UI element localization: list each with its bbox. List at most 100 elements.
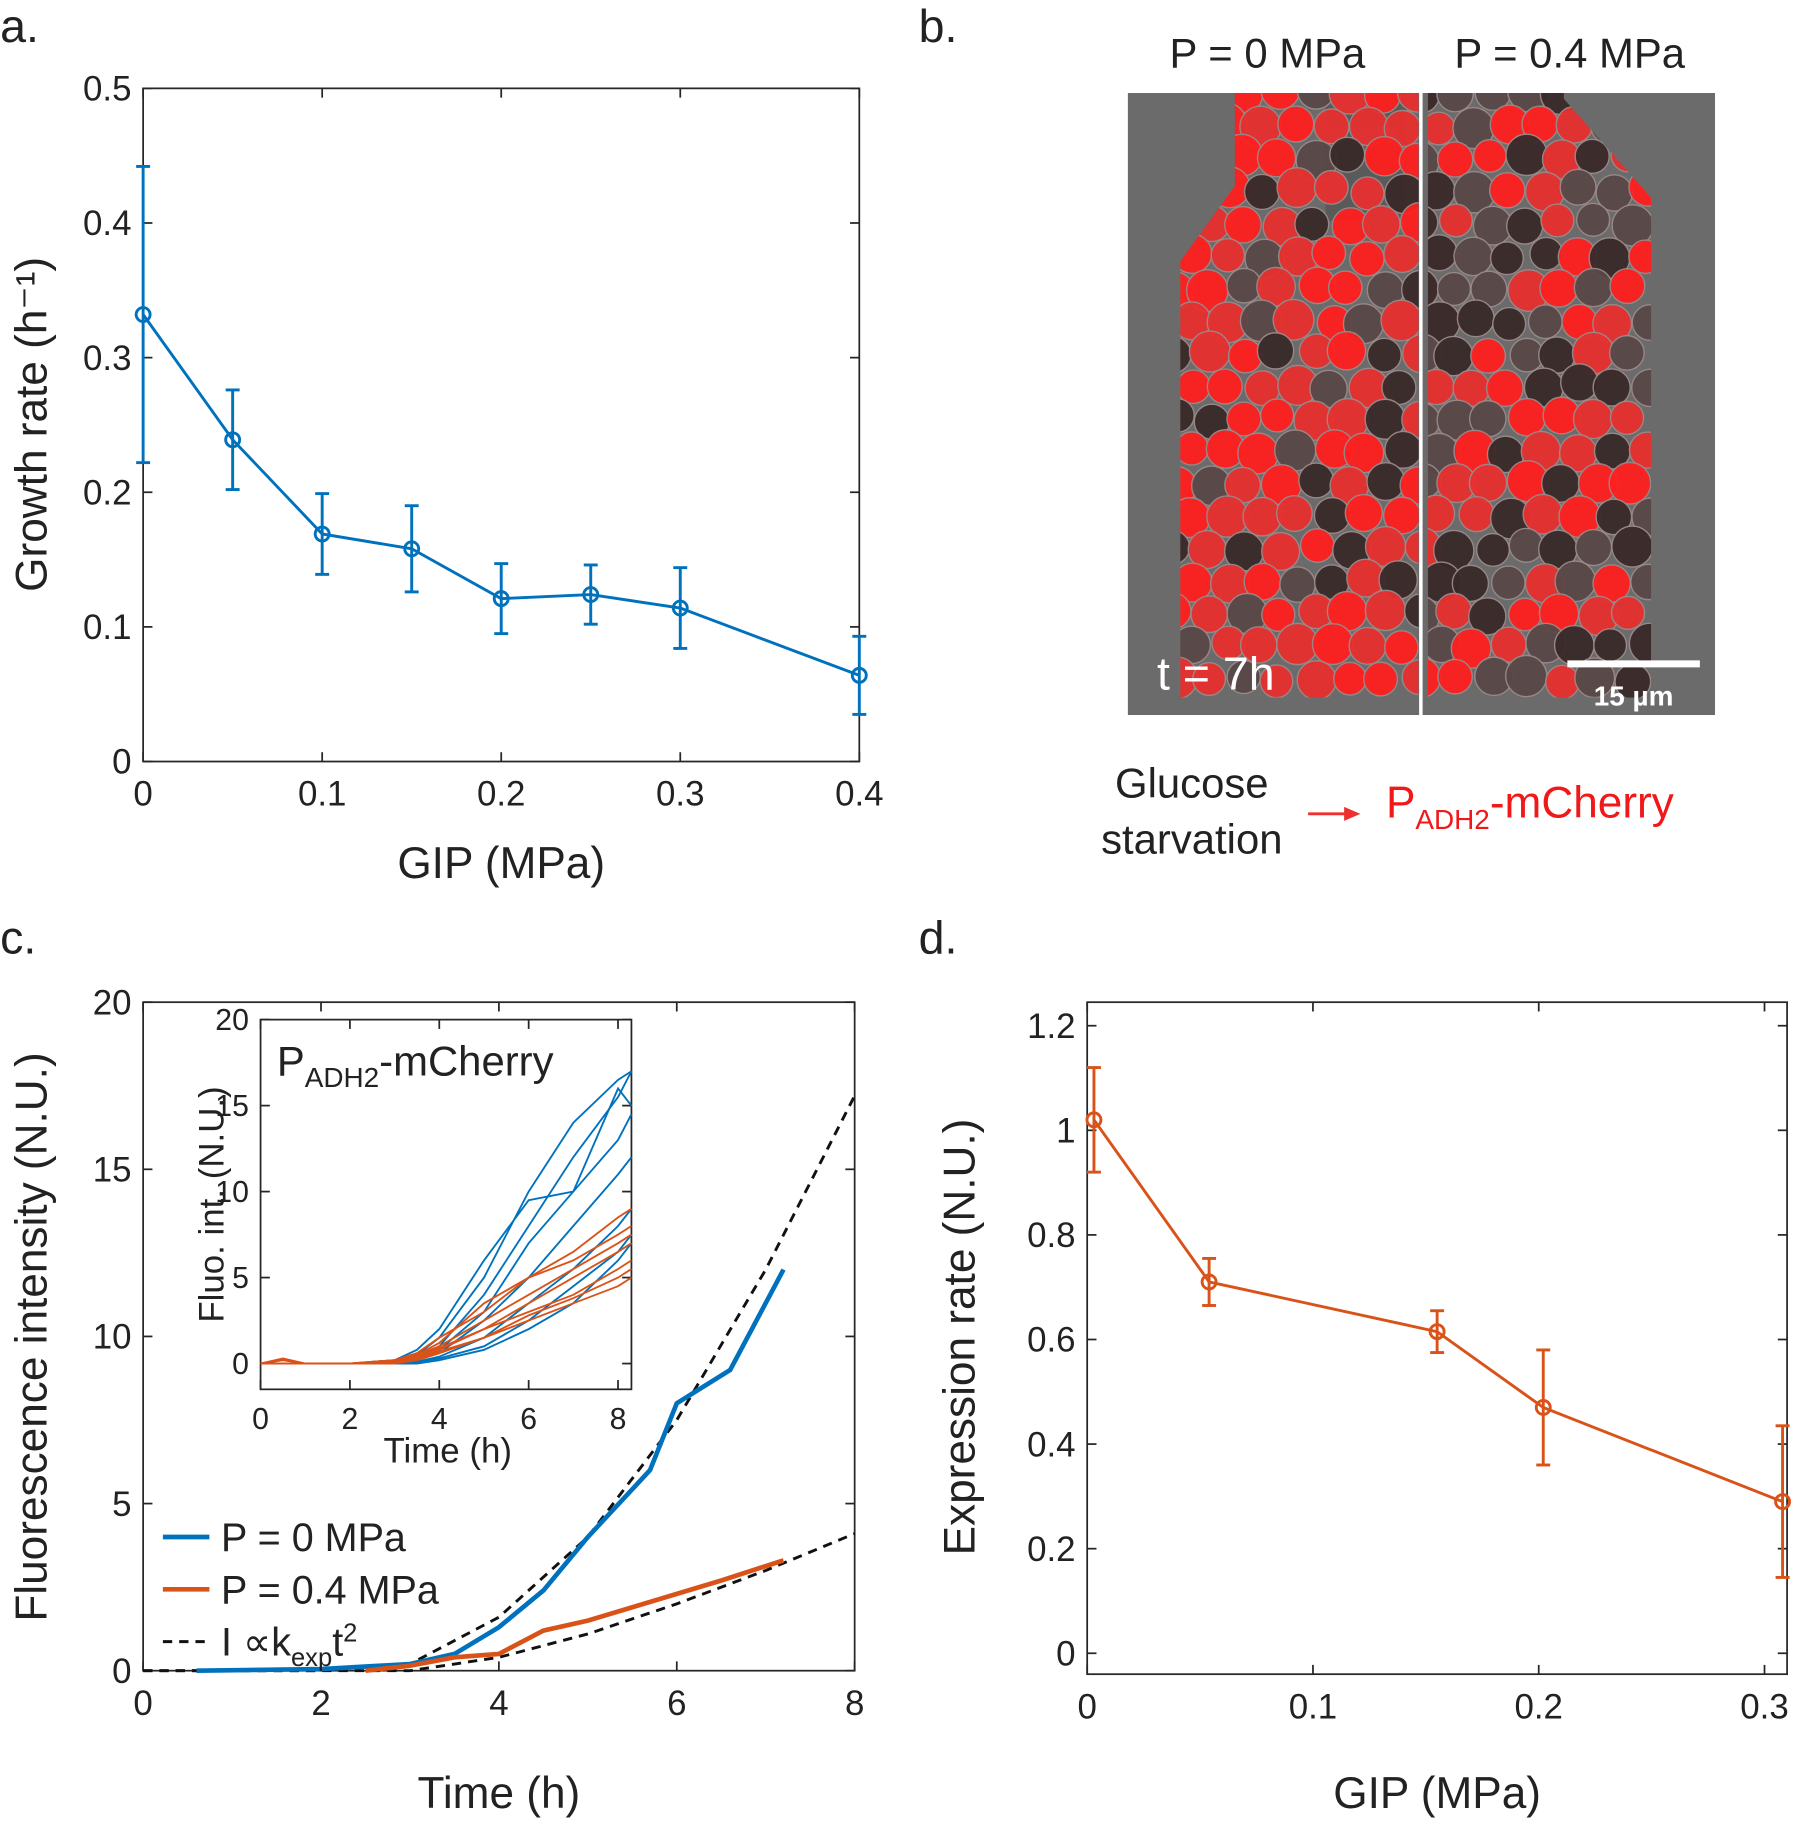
marker xyxy=(582,586,600,604)
y-axis-label: Growth rate (h⁻¹) xyxy=(8,257,57,592)
series-line xyxy=(196,1268,786,1674)
cell xyxy=(1380,299,1419,342)
title-sub: ADH2 xyxy=(305,1062,379,1093)
y-tick-label: 15 xyxy=(93,1151,132,1190)
cell xyxy=(1275,495,1313,533)
cell xyxy=(1492,306,1527,342)
y-tick-label: 0 xyxy=(112,1652,131,1691)
cell xyxy=(1485,369,1524,408)
x-tick-label: 4 xyxy=(431,1403,448,1436)
y-axis-label: Expression rate (N.U.) xyxy=(935,1119,984,1556)
marker xyxy=(1534,1399,1552,1416)
cell xyxy=(1474,93,1512,112)
cell xyxy=(1572,398,1614,440)
marker xyxy=(1774,1493,1791,1511)
cell xyxy=(1630,563,1652,601)
reporter-label: PADH2-mCherry xyxy=(1386,778,1674,835)
legend-label: I ∝kexpt2 xyxy=(221,1620,357,1672)
x-tick-label: 0 xyxy=(1077,1687,1096,1726)
cell xyxy=(1399,466,1419,505)
cell xyxy=(1611,525,1652,568)
cell xyxy=(1472,138,1507,174)
cell xyxy=(1631,304,1652,342)
cell xyxy=(1260,531,1301,572)
cell xyxy=(1450,627,1492,670)
cell xyxy=(1438,203,1474,238)
cell xyxy=(1259,664,1294,698)
y-tick-label: 0.4 xyxy=(1027,1425,1075,1464)
x-tick-label: 0.3 xyxy=(1740,1687,1788,1726)
title-main: P xyxy=(277,1037,305,1084)
panel-label: a. xyxy=(0,0,39,52)
marker xyxy=(1200,1273,1218,1291)
y-tick-label: 0.2 xyxy=(83,473,131,512)
cell xyxy=(1427,494,1456,533)
y-tick-label: 1 xyxy=(1056,1112,1075,1151)
y-tick-label: 0.2 xyxy=(1027,1530,1075,1569)
marker xyxy=(492,590,510,608)
x-tick-label: 2 xyxy=(311,1684,330,1723)
x-tick-label: 6 xyxy=(667,1684,686,1723)
cell xyxy=(1399,201,1419,243)
cell xyxy=(1242,496,1283,537)
cell xyxy=(1364,589,1407,632)
cell xyxy=(1227,338,1263,374)
x-axis-label: Time (h) xyxy=(384,1432,512,1471)
series-line xyxy=(260,1276,632,1365)
cell xyxy=(1192,661,1227,697)
cell xyxy=(1574,657,1616,698)
cell xyxy=(1366,337,1402,373)
series-line xyxy=(365,1558,785,1674)
cell xyxy=(1299,528,1335,563)
marker xyxy=(1428,1323,1446,1341)
microscopy-image xyxy=(1127,93,1716,716)
cell xyxy=(1396,93,1419,113)
plot-frame xyxy=(1086,1001,1788,1676)
y-tick-label: 0.3 xyxy=(83,339,131,378)
cell xyxy=(1505,207,1544,245)
y-tick-label: 0 xyxy=(232,1348,249,1381)
marker xyxy=(134,306,152,323)
marker xyxy=(403,540,421,558)
cell xyxy=(1435,592,1473,630)
x-axis-label: GIP (MPa) xyxy=(1333,1769,1541,1818)
cell xyxy=(1489,241,1524,276)
cell xyxy=(1560,363,1599,402)
x-tick-label: 0 xyxy=(133,1684,152,1723)
y-tick-label: 0.8 xyxy=(1027,1216,1075,1255)
marker xyxy=(671,599,689,617)
x-tick-label: 8 xyxy=(610,1403,627,1436)
cell xyxy=(1298,462,1335,499)
panel-label: b. xyxy=(919,0,958,52)
cell xyxy=(1592,368,1631,407)
cell xyxy=(1436,271,1472,307)
cell xyxy=(1272,298,1315,341)
cell xyxy=(1261,597,1296,632)
x-tick-label: 8 xyxy=(845,1684,864,1723)
y-tick-label: 0.6 xyxy=(1027,1321,1075,1360)
cell xyxy=(1451,564,1490,603)
cell xyxy=(1574,528,1613,567)
x-axis-label: Time (h) xyxy=(418,1769,581,1818)
cell xyxy=(1436,141,1474,178)
condition: Glucose xyxy=(1115,760,1269,807)
cell xyxy=(1504,654,1548,698)
arrow xyxy=(1308,806,1361,821)
y-tick-label: 0.5 xyxy=(83,70,131,109)
cell xyxy=(1470,337,1507,374)
cell xyxy=(1593,628,1628,663)
reporter-sub: ADH2 xyxy=(1415,804,1489,835)
cell xyxy=(1383,234,1419,274)
data-line xyxy=(141,313,860,677)
cell xyxy=(1608,334,1645,371)
scale-label: 15 µm xyxy=(1594,681,1674,712)
cell xyxy=(1311,235,1347,271)
cell xyxy=(1296,93,1336,110)
time-label: t = 7h xyxy=(1157,647,1275,699)
cell xyxy=(1529,236,1564,271)
cell xyxy=(1311,622,1354,666)
cell xyxy=(1256,332,1295,370)
cell xyxy=(1364,135,1405,177)
y-tick-label: 5 xyxy=(112,1485,131,1524)
cell xyxy=(1277,105,1315,143)
